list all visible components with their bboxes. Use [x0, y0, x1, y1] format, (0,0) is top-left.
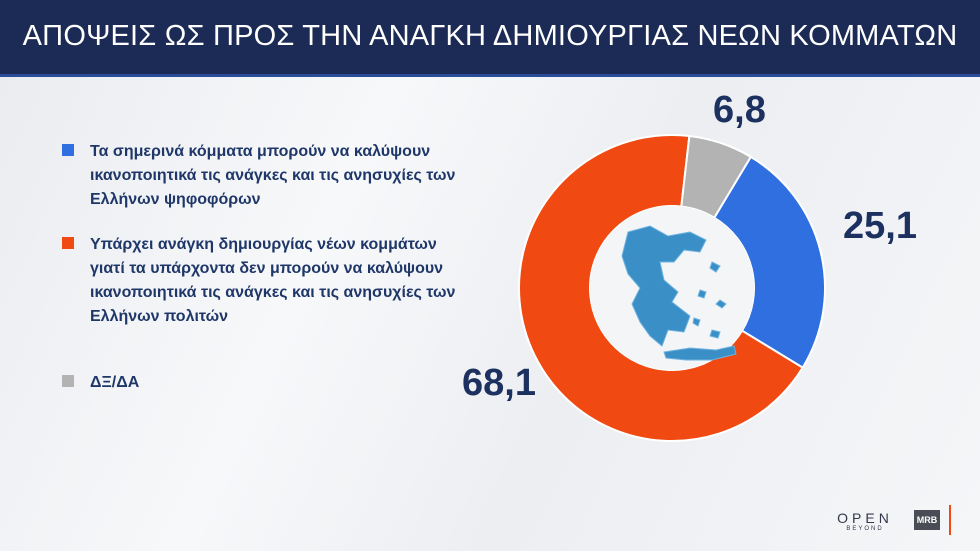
- legend-item: Τα σημερινά κόμματα μπορούν να καλύψουν …: [62, 140, 462, 212]
- legend-label: Υπάρχει ανάγκη δημιουργίας νέων κομμάτων…: [90, 236, 456, 325]
- donut-slice: [712, 155, 826, 369]
- brand-subtext: BEYOND: [846, 526, 884, 532]
- source-logo: MRB: [914, 510, 940, 530]
- donut-slice: [680, 134, 753, 220]
- value-label: 68,1: [462, 362, 536, 404]
- brand-logo: OPEN BEYOND: [832, 510, 898, 532]
- legend-item: ΔΞ/ΔΑ: [62, 371, 462, 395]
- header-bar: ΑΠΟΨΕΙΣ ΩΣ ΠΡΟΣ ΤΗΝ ΑΝΑΓΚΗ ΔΗΜΙΟΥΡΓΙΑΣ Ν…: [0, 0, 980, 77]
- value-label: 6,8: [713, 89, 766, 131]
- legend-swatch: [62, 375, 74, 387]
- legend-swatch: [62, 144, 74, 156]
- legend-swatch: [62, 237, 74, 249]
- chart-title: ΑΠΟΨΕΙΣ ΩΣ ΠΡΟΣ ΤΗΝ ΑΝΑΓΚΗ ΔΗΜΙΟΥΡΓΙΑΣ Ν…: [22, 20, 958, 52]
- legend-item: Υπάρχει ανάγκη δημιουργίας νέων κομμάτων…: [62, 233, 462, 329]
- brand-text: OPEN: [837, 510, 893, 526]
- map-greece: [621, 225, 737, 361]
- value-label: 25,1: [843, 205, 917, 247]
- legend-label: Τα σημερινά κόμματα μπορούν να καλύψουν …: [90, 143, 456, 208]
- donut: 25,1 68,1 6,8: [462, 89, 917, 442]
- accent-line: [949, 505, 951, 535]
- legend-label: ΔΞ/ΔΑ: [90, 374, 140, 391]
